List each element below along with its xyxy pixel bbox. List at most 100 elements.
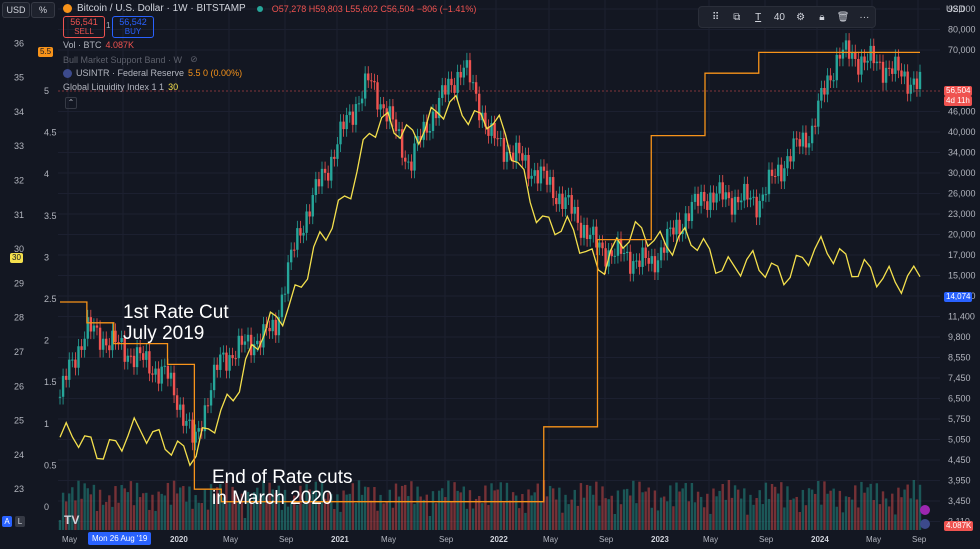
- volume-bar: [826, 493, 829, 530]
- volume-bar: [767, 498, 771, 530]
- sell-button[interactable]: 56,541 SELL: [63, 16, 105, 38]
- volume-bar: [706, 493, 709, 530]
- volume-bar: [148, 509, 151, 530]
- candle-body: [404, 157, 407, 162]
- currency-button[interactable]: USD: [2, 2, 30, 18]
- candle-body: [345, 115, 348, 130]
- candle-body: [194, 431, 197, 443]
- candle-body: [397, 129, 401, 132]
- candle-body: [234, 358, 237, 360]
- us-flag-event-icon[interactable]: [920, 519, 930, 529]
- volume-bar: [502, 502, 506, 530]
- settings-icon[interactable]: ⚙: [796, 11, 806, 23]
- candle-body: [548, 177, 552, 185]
- volume-bar: [169, 504, 173, 530]
- candle-body: [502, 138, 506, 162]
- color-icon[interactable]: T: [755, 11, 762, 23]
- volume-bar: [154, 510, 157, 530]
- collapse-legend-icon[interactable]: ⌃: [65, 97, 77, 109]
- volume-bar: [234, 494, 237, 530]
- time-tick-label: 2023: [651, 535, 669, 544]
- volume-bar: [912, 480, 916, 530]
- candle-body: [810, 125, 814, 144]
- time-tick-label: Sep: [439, 535, 454, 544]
- lock-icon[interactable]: 🔒︎: [819, 11, 825, 23]
- volume-bar: [348, 493, 351, 530]
- symbol-title[interactable]: Bitcoin / U.S. Dollar · 1W · BITSTAMP: [77, 3, 246, 14]
- volume-bar: [160, 493, 163, 530]
- candle-body: [86, 317, 89, 339]
- volume-bar: [783, 507, 786, 530]
- buy-button[interactable]: 56,542 BUY: [112, 16, 154, 38]
- volume-bar: [820, 504, 823, 530]
- price-tick-label: 7,450: [948, 373, 971, 383]
- more-icon[interactable]: ···: [859, 11, 870, 23]
- volume-bar: [481, 503, 484, 530]
- delete-icon[interactable]: 🗑︎: [836, 11, 850, 23]
- volume-bar: [746, 514, 749, 530]
- legend-fed[interactable]: USINTR · Federal Reserve 5.5 0 (0.00%): [63, 68, 242, 78]
- candle-body: [915, 78, 919, 90]
- auto-scale-button[interactable]: A: [2, 516, 12, 527]
- right-currency-label[interactable]: USD: [946, 4, 966, 14]
- candle-body: [906, 71, 909, 94]
- annotation-first-rate-cut[interactable]: 1st Rate Cut July 2019: [123, 302, 229, 344]
- eye-hidden-icon[interactable]: ⊘: [190, 54, 198, 64]
- candle-body: [326, 172, 330, 181]
- rate-tick-label: 1.5: [44, 377, 57, 387]
- time-tick-label: Sep: [759, 535, 774, 544]
- line-width-value[interactable]: 40: [773, 11, 785, 23]
- log-scale-button[interactable]: L: [15, 516, 25, 527]
- candle-body: [339, 121, 342, 145]
- candle-body: [166, 365, 170, 379]
- volume-bar: [598, 505, 601, 530]
- candle-body: [536, 170, 539, 184]
- volume-bar: [659, 497, 663, 530]
- volume-bar: [311, 490, 314, 530]
- volume-bar: [721, 483, 724, 530]
- candle-body: [336, 144, 339, 159]
- event-icon[interactable]: [920, 505, 930, 515]
- liquidity-tick-label: 28: [14, 313, 24, 323]
- price-tick-label: 5,050: [948, 435, 971, 445]
- volume-bar: [884, 498, 888, 530]
- volume-bar: [228, 502, 231, 530]
- candle-body: [237, 335, 240, 359]
- percent-toggle[interactable]: %: [31, 2, 55, 18]
- legend-gli[interactable]: Global Liquidity Index 1 1 30: [63, 82, 178, 92]
- countdown-value: 4d 11h: [946, 96, 970, 105]
- candlesticks: [58, 33, 922, 451]
- candle-body: [274, 319, 277, 336]
- spread-value: 1: [106, 21, 111, 30]
- legend-volume[interactable]: Vol · BTC 4.087K: [63, 40, 134, 50]
- candle-body: [58, 396, 62, 398]
- candle-body: [444, 85, 447, 95]
- volume-bar: [246, 491, 250, 530]
- volume-bar: [715, 496, 718, 530]
- tradingview-logo-icon[interactable]: TV: [64, 513, 80, 527]
- volume-bar: [573, 489, 576, 530]
- volume-bar: [83, 483, 86, 530]
- candle-body: [561, 193, 564, 209]
- liquidity-tick-label: 31: [14, 210, 24, 220]
- candle-body: [604, 248, 607, 267]
- volume-bar: [709, 513, 712, 530]
- candle-body: [105, 338, 108, 346]
- volume-bar: [487, 505, 490, 530]
- volume-bar: [320, 482, 324, 530]
- candle-body: [243, 341, 247, 345]
- candle-body: [770, 169, 774, 176]
- volume-bar: [903, 489, 906, 530]
- time-tick-label: May: [223, 535, 239, 544]
- candle-body: [212, 364, 216, 391]
- volume-bar: [468, 490, 472, 530]
- candle-body: [111, 330, 114, 351]
- legend-bull-band[interactable]: Bull Market Support Band · W ⊘: [63, 54, 198, 65]
- drag-handle-icon[interactable]: ⠿: [711, 11, 720, 23]
- candle-body: [703, 191, 706, 202]
- candle-body: [918, 71, 922, 90]
- templates-icon[interactable]: ⧉: [733, 11, 741, 23]
- annotation-end-rate-cuts[interactable]: End of Rate cuts in March 2020: [212, 467, 352, 509]
- candle-body: [783, 168, 786, 182]
